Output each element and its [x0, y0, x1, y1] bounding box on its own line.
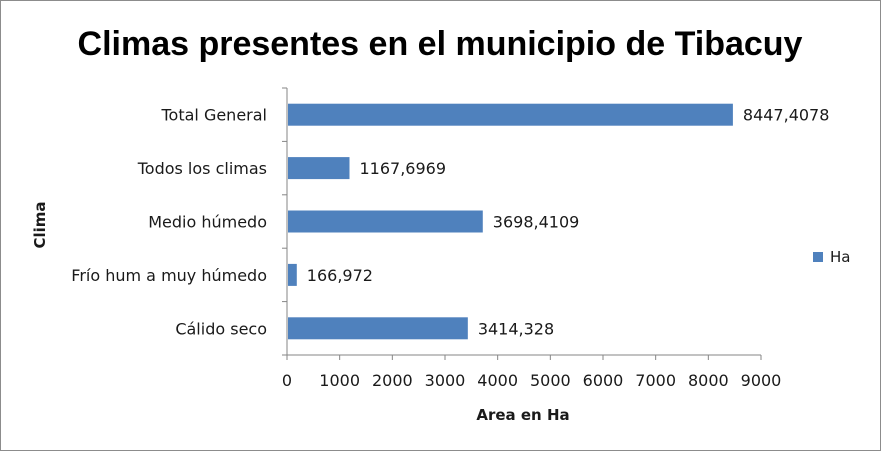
- x-tick-label: 6000: [583, 371, 624, 390]
- data-label: 8447,4078: [743, 106, 830, 125]
- legend: Ha: [813, 248, 850, 266]
- bar: [288, 317, 468, 340]
- bar: [288, 210, 483, 233]
- x-tick-label: 2000: [372, 371, 413, 390]
- x-tick-label: 9000: [741, 371, 782, 390]
- legend-swatch: [813, 252, 823, 262]
- x-tick-label: 0: [282, 371, 292, 390]
- x-tick-label: 1000: [319, 371, 360, 390]
- y-axis-label: Clima: [31, 201, 49, 248]
- category-label: Todos los climas: [137, 159, 267, 178]
- data-label: 3414,328: [478, 319, 554, 338]
- chart-title: Climas presentes en el municipio de Tiba…: [78, 25, 803, 63]
- x-tick-label: 8000: [688, 371, 729, 390]
- data-label: 1167,6969: [359, 159, 446, 178]
- plot-area: 0 1000 2000 3000 4000 5000 6000 7000 8000 9000 Cál…: [71, 87, 830, 390]
- x-tick-label: 3000: [425, 371, 466, 390]
- category-label: Frío hum a muy húmedo: [71, 266, 267, 285]
- category-label: Cálido seco: [175, 319, 267, 338]
- x-tick-label: 4000: [477, 371, 518, 390]
- x-axis-label: Area en Ha: [476, 406, 569, 424]
- category-label: Total General: [160, 106, 267, 125]
- x-tick-label: 5000: [530, 371, 571, 390]
- legend-label: Ha: [830, 248, 850, 266]
- x-tick-label: 7000: [635, 371, 676, 390]
- bar: [288, 103, 733, 126]
- bar: [288, 263, 297, 286]
- data-label: 3698,4109: [493, 213, 580, 232]
- category-label: Medio húmedo: [148, 213, 267, 232]
- data-label: 166,972: [307, 266, 373, 285]
- bar: [288, 157, 350, 180]
